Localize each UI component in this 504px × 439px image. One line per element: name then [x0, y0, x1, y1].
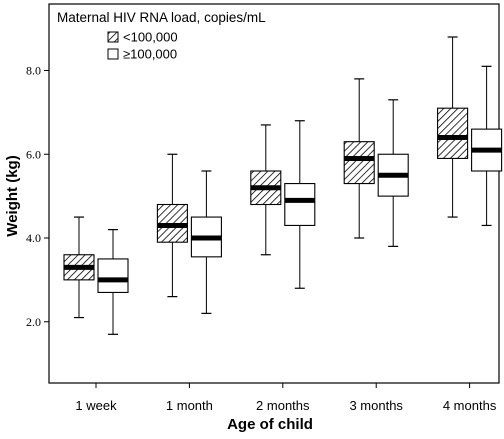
x-tick-label: 2 months [256, 398, 310, 413]
x-axis: 1 week 1 month 2 months 3 months 4 months [75, 383, 497, 413]
box-low-5 [437, 36, 469, 218]
box-series-group [63, 36, 503, 335]
plot-frame [48, 3, 500, 384]
box-high-5 [471, 65, 503, 227]
box-high-4 [377, 99, 409, 247]
x-tick-label: 3 months [349, 398, 403, 413]
legend-title: Maternal HIV RNA load, copies/mL [57, 10, 266, 25]
box-high-3 [284, 120, 316, 289]
legend: Maternal HIV RNA load, copies/mL <100,00… [57, 10, 266, 62]
box-high-1 [97, 229, 129, 335]
x-axis-title: Age of child [227, 416, 313, 433]
box-high-2 [190, 170, 222, 314]
x-tick-label: 1 week [75, 398, 117, 413]
y-axis: 2.0 4.0 6.0 8.0 [26, 64, 49, 329]
legend-label-high: ≥100,000 [123, 47, 177, 62]
legend-label-low: <100,000 [123, 30, 178, 45]
box-low-2 [156, 153, 188, 298]
iqr-box [97, 258, 129, 293]
iqr-box [343, 141, 375, 185]
legend-swatch-hatched [107, 31, 119, 43]
box-low-4 [343, 78, 375, 239]
iqr-box [284, 183, 316, 226]
y-tick-label: 4.0 [26, 231, 41, 245]
legend-swatch-plain [107, 48, 119, 60]
box-low-3 [250, 124, 282, 256]
y-tick-label: 8.0 [26, 64, 41, 78]
y-tick-label: 6.0 [26, 147, 41, 161]
x-tick-label: 4 months [443, 398, 497, 413]
iqr-box [437, 107, 469, 159]
y-axis-title: Weight (kg) [4, 155, 21, 236]
y-tick-label: 2.0 [26, 315, 41, 329]
x-tick-label: 1 month [166, 398, 213, 413]
box-low-1 [63, 216, 95, 319]
